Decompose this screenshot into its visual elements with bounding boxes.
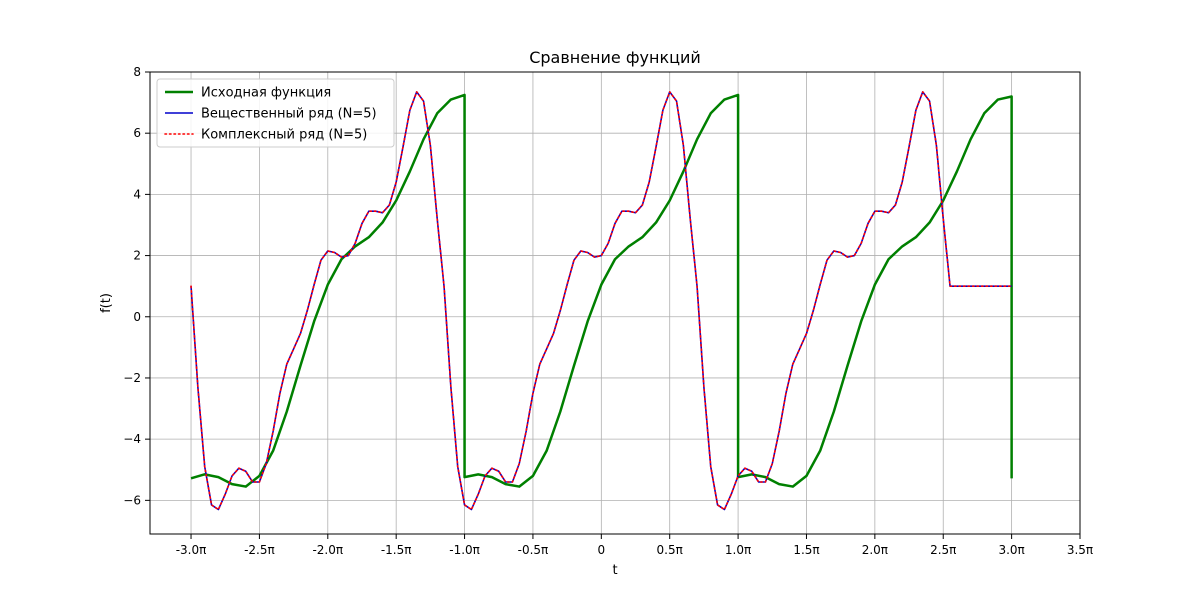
- y-axis-label: f(t): [99, 293, 114, 313]
- x-tick-label: 2.5π: [930, 543, 956, 557]
- series-line-2: [190, 91, 1013, 511]
- x-tick-label: 3.0π: [998, 543, 1024, 557]
- plot-frame: [149, 71, 1081, 535]
- x-tick-label: 1.0π: [725, 543, 751, 557]
- x-tick-label: 3.5π: [1067, 543, 1093, 557]
- y-tick-label: 4: [133, 187, 141, 201]
- legend-box: [156, 78, 395, 148]
- legend-label: Комплексный ряд (N=5): [201, 128, 367, 143]
- y-axis-ticks: 8 6 4 2 0 −2 −4 −6: [123, 65, 150, 507]
- x-axis-ticks: -3.0π -2.5π -2.0π -1.5π -1.0π -0.5π 0 0.5π 1.0π 1…: [176, 534, 1093, 557]
- x-tick-label: -2.5π: [244, 543, 275, 557]
- series-line-0: [190, 93, 1013, 488]
- y-tick-label: 8: [133, 65, 141, 79]
- x-tick-label: -1.5π: [381, 543, 412, 557]
- y-tick-label: −6: [123, 493, 141, 507]
- legend: Исходная функция Вещественный ряд (N=5) Ко…: [156, 78, 395, 148]
- x-tick-label: 2.0π: [862, 543, 888, 557]
- y-tick-label: −2: [123, 371, 141, 385]
- x-tick-label: -0.5π: [518, 543, 549, 557]
- chart-title: Сравнение функций: [529, 48, 701, 67]
- x-tick-label: 0.5π: [657, 543, 683, 557]
- y-tick-label: 6: [133, 126, 141, 140]
- legend-label: Вещественный ряд (N=5): [201, 107, 377, 122]
- x-tick-label: 0: [598, 543, 606, 557]
- plot-area: [190, 91, 1013, 511]
- y-tick-label: 0: [133, 310, 141, 324]
- y-tick-label: 2: [133, 249, 141, 263]
- x-tick-label: 1.5π: [793, 543, 819, 557]
- x-tick-label: -1.0π: [449, 543, 480, 557]
- legend-label: Исходная функция: [201, 86, 331, 101]
- x-tick-label: -2.0π: [312, 543, 343, 557]
- x-axis-label: t: [612, 563, 617, 578]
- x-tick-label: -3.0π: [176, 543, 207, 557]
- y-tick-label: −4: [123, 432, 141, 446]
